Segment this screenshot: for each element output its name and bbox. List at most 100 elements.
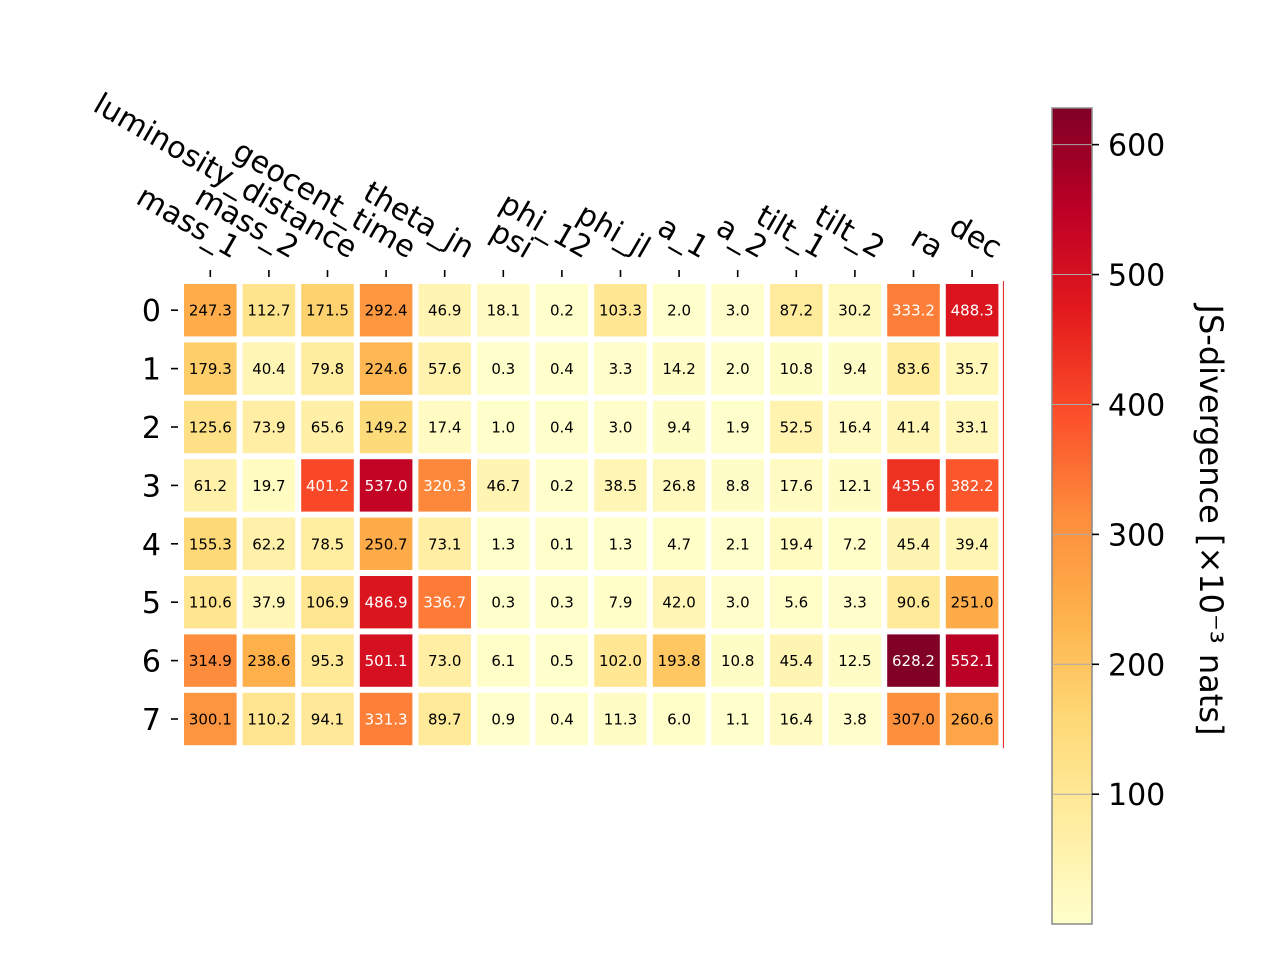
- y-tick-label: 1: [142, 353, 161, 388]
- cell-value-label: 238.6: [247, 652, 290, 670]
- heatmap-cell: [594, 459, 647, 512]
- cell-value-label: 0.3: [550, 594, 574, 612]
- heatmap-cell: [594, 634, 647, 687]
- heatmap-cell: [359, 576, 413, 629]
- cell-value-label: 9.4: [667, 419, 691, 437]
- colorbar-tick-label: 200: [1108, 648, 1165, 683]
- y-tick-label: 3: [142, 469, 161, 504]
- heatmap-cell: [477, 284, 530, 337]
- heatmap-cell: [359, 692, 413, 746]
- heatmap-cell: [535, 517, 589, 570]
- heatmap-cell: [418, 459, 471, 512]
- cell-value-label: 41.4: [897, 419, 930, 437]
- cell-value-label: 292.4: [365, 302, 408, 320]
- cell-value-label: 38.5: [604, 477, 637, 495]
- heatmap-cell: [828, 400, 882, 454]
- heatmap-cell: [418, 692, 471, 746]
- heatmap-cell: [887, 400, 940, 454]
- heatmap-cell: [594, 692, 647, 746]
- heatmap-cell: [828, 576, 882, 629]
- x-tick-label: tilt_2: [809, 198, 891, 265]
- cell-value-label: 19.4: [780, 535, 813, 553]
- heatmap-cell: [887, 284, 940, 337]
- heatmap-cell: [887, 634, 940, 687]
- heatmap-cell: [359, 400, 413, 454]
- cell-value-label: 90.6: [897, 594, 930, 612]
- x-tick-label: ra: [905, 220, 949, 266]
- colorbar-tick-label: 500: [1108, 259, 1165, 294]
- heatmap-cell: [887, 459, 940, 512]
- heatmap-cell: [594, 284, 647, 337]
- heatmap-cell: [945, 576, 999, 629]
- heatmap-cell: [301, 517, 354, 570]
- cell-value-label: 179.3: [189, 360, 232, 378]
- heatmap-cell: [535, 459, 589, 512]
- cell-value-label: 0.3: [491, 360, 515, 378]
- heatmap-cell: [477, 400, 530, 454]
- cell-value-label: 73.9: [252, 419, 285, 437]
- colorbar-tick-label: 100: [1108, 778, 1165, 813]
- cell-value-label: 61.2: [194, 477, 227, 495]
- cell-value-label: 11.3: [604, 711, 637, 729]
- heatmap-cell: [301, 284, 354, 337]
- cell-value-label: 33.1: [955, 419, 988, 437]
- cell-value-label: 110.2: [247, 711, 290, 729]
- heatmap-cell: [184, 517, 237, 570]
- heatmap-cell: [418, 284, 471, 337]
- cell-value-label: 331.3: [365, 711, 408, 729]
- heatmap-cell: [828, 692, 882, 746]
- heatmap-cell: [594, 576, 647, 629]
- cell-value-label: 30.2: [838, 302, 871, 320]
- y-tick-label: 0: [142, 294, 161, 329]
- cell-value-label: 16.4: [780, 711, 813, 729]
- cell-value-label: 79.8: [311, 360, 344, 378]
- heatmap-cell: [652, 634, 706, 687]
- heatmap-cell: [301, 459, 354, 512]
- x-tick-label: dec: [943, 209, 1007, 266]
- cell-value-label: 94.1: [311, 711, 344, 729]
- heatmap-cell: [711, 459, 764, 512]
- cell-value-label: 3.3: [843, 594, 867, 612]
- cell-value-label: 3.3: [609, 360, 633, 378]
- cell-value-label: 4.7: [667, 535, 691, 553]
- cell-value-label: 35.7: [955, 360, 988, 378]
- heatmap-cell: [242, 459, 296, 512]
- heatmap-cell: [711, 634, 764, 687]
- heatmap-cell: [828, 342, 882, 395]
- colorbar-tick-label: 400: [1108, 388, 1165, 423]
- cell-value-label: 320.3: [423, 477, 466, 495]
- heatmap-cell: [594, 517, 647, 570]
- cell-value-label: 39.4: [955, 535, 988, 553]
- cell-value-label: 17.4: [428, 419, 461, 437]
- heatmap-cell: [652, 692, 706, 746]
- cell-value-label: 45.4: [780, 652, 813, 670]
- y-axis: 0 1 2 3 4 5 6 7: [142, 294, 178, 738]
- cell-value-label: 83.6: [897, 360, 930, 378]
- heatmap-cell: [242, 576, 296, 629]
- cell-value-label: 1.0: [491, 419, 515, 437]
- cell-value-label: 333.2: [892, 302, 935, 320]
- cell-value-label: 251.0: [951, 594, 994, 612]
- cell-value-label: 1.3: [491, 535, 515, 553]
- heatmap-cell: [418, 400, 471, 454]
- cell-value-label: 0.3: [491, 594, 515, 612]
- cell-value-label: 45.4: [897, 535, 930, 553]
- heatmap-cell: [945, 284, 999, 337]
- heatmap-cell: [770, 284, 823, 337]
- cell-value-label: 73.0: [428, 652, 461, 670]
- heatmap-cell: [828, 634, 882, 687]
- x-axis: mass_1mass_2luminosity_distancegeocent_t…: [88, 87, 1008, 277]
- heatmap-cell: [770, 576, 823, 629]
- heatmap-cell: [184, 459, 237, 512]
- cell-value-label: 95.3: [311, 652, 344, 670]
- heatmap-cell: [301, 576, 354, 629]
- cell-value-label: 52.5: [780, 419, 813, 437]
- cell-value-label: 3.0: [726, 302, 750, 320]
- cell-value-label: 3.0: [609, 419, 633, 437]
- heatmap-cell: [711, 517, 764, 570]
- heatmap-cell: [477, 692, 530, 746]
- cell-value-label: 247.3: [189, 302, 232, 320]
- heatmap-cell: [301, 692, 354, 746]
- cell-value-label: 537.0: [365, 477, 408, 495]
- cell-value-label: 336.7: [423, 594, 466, 612]
